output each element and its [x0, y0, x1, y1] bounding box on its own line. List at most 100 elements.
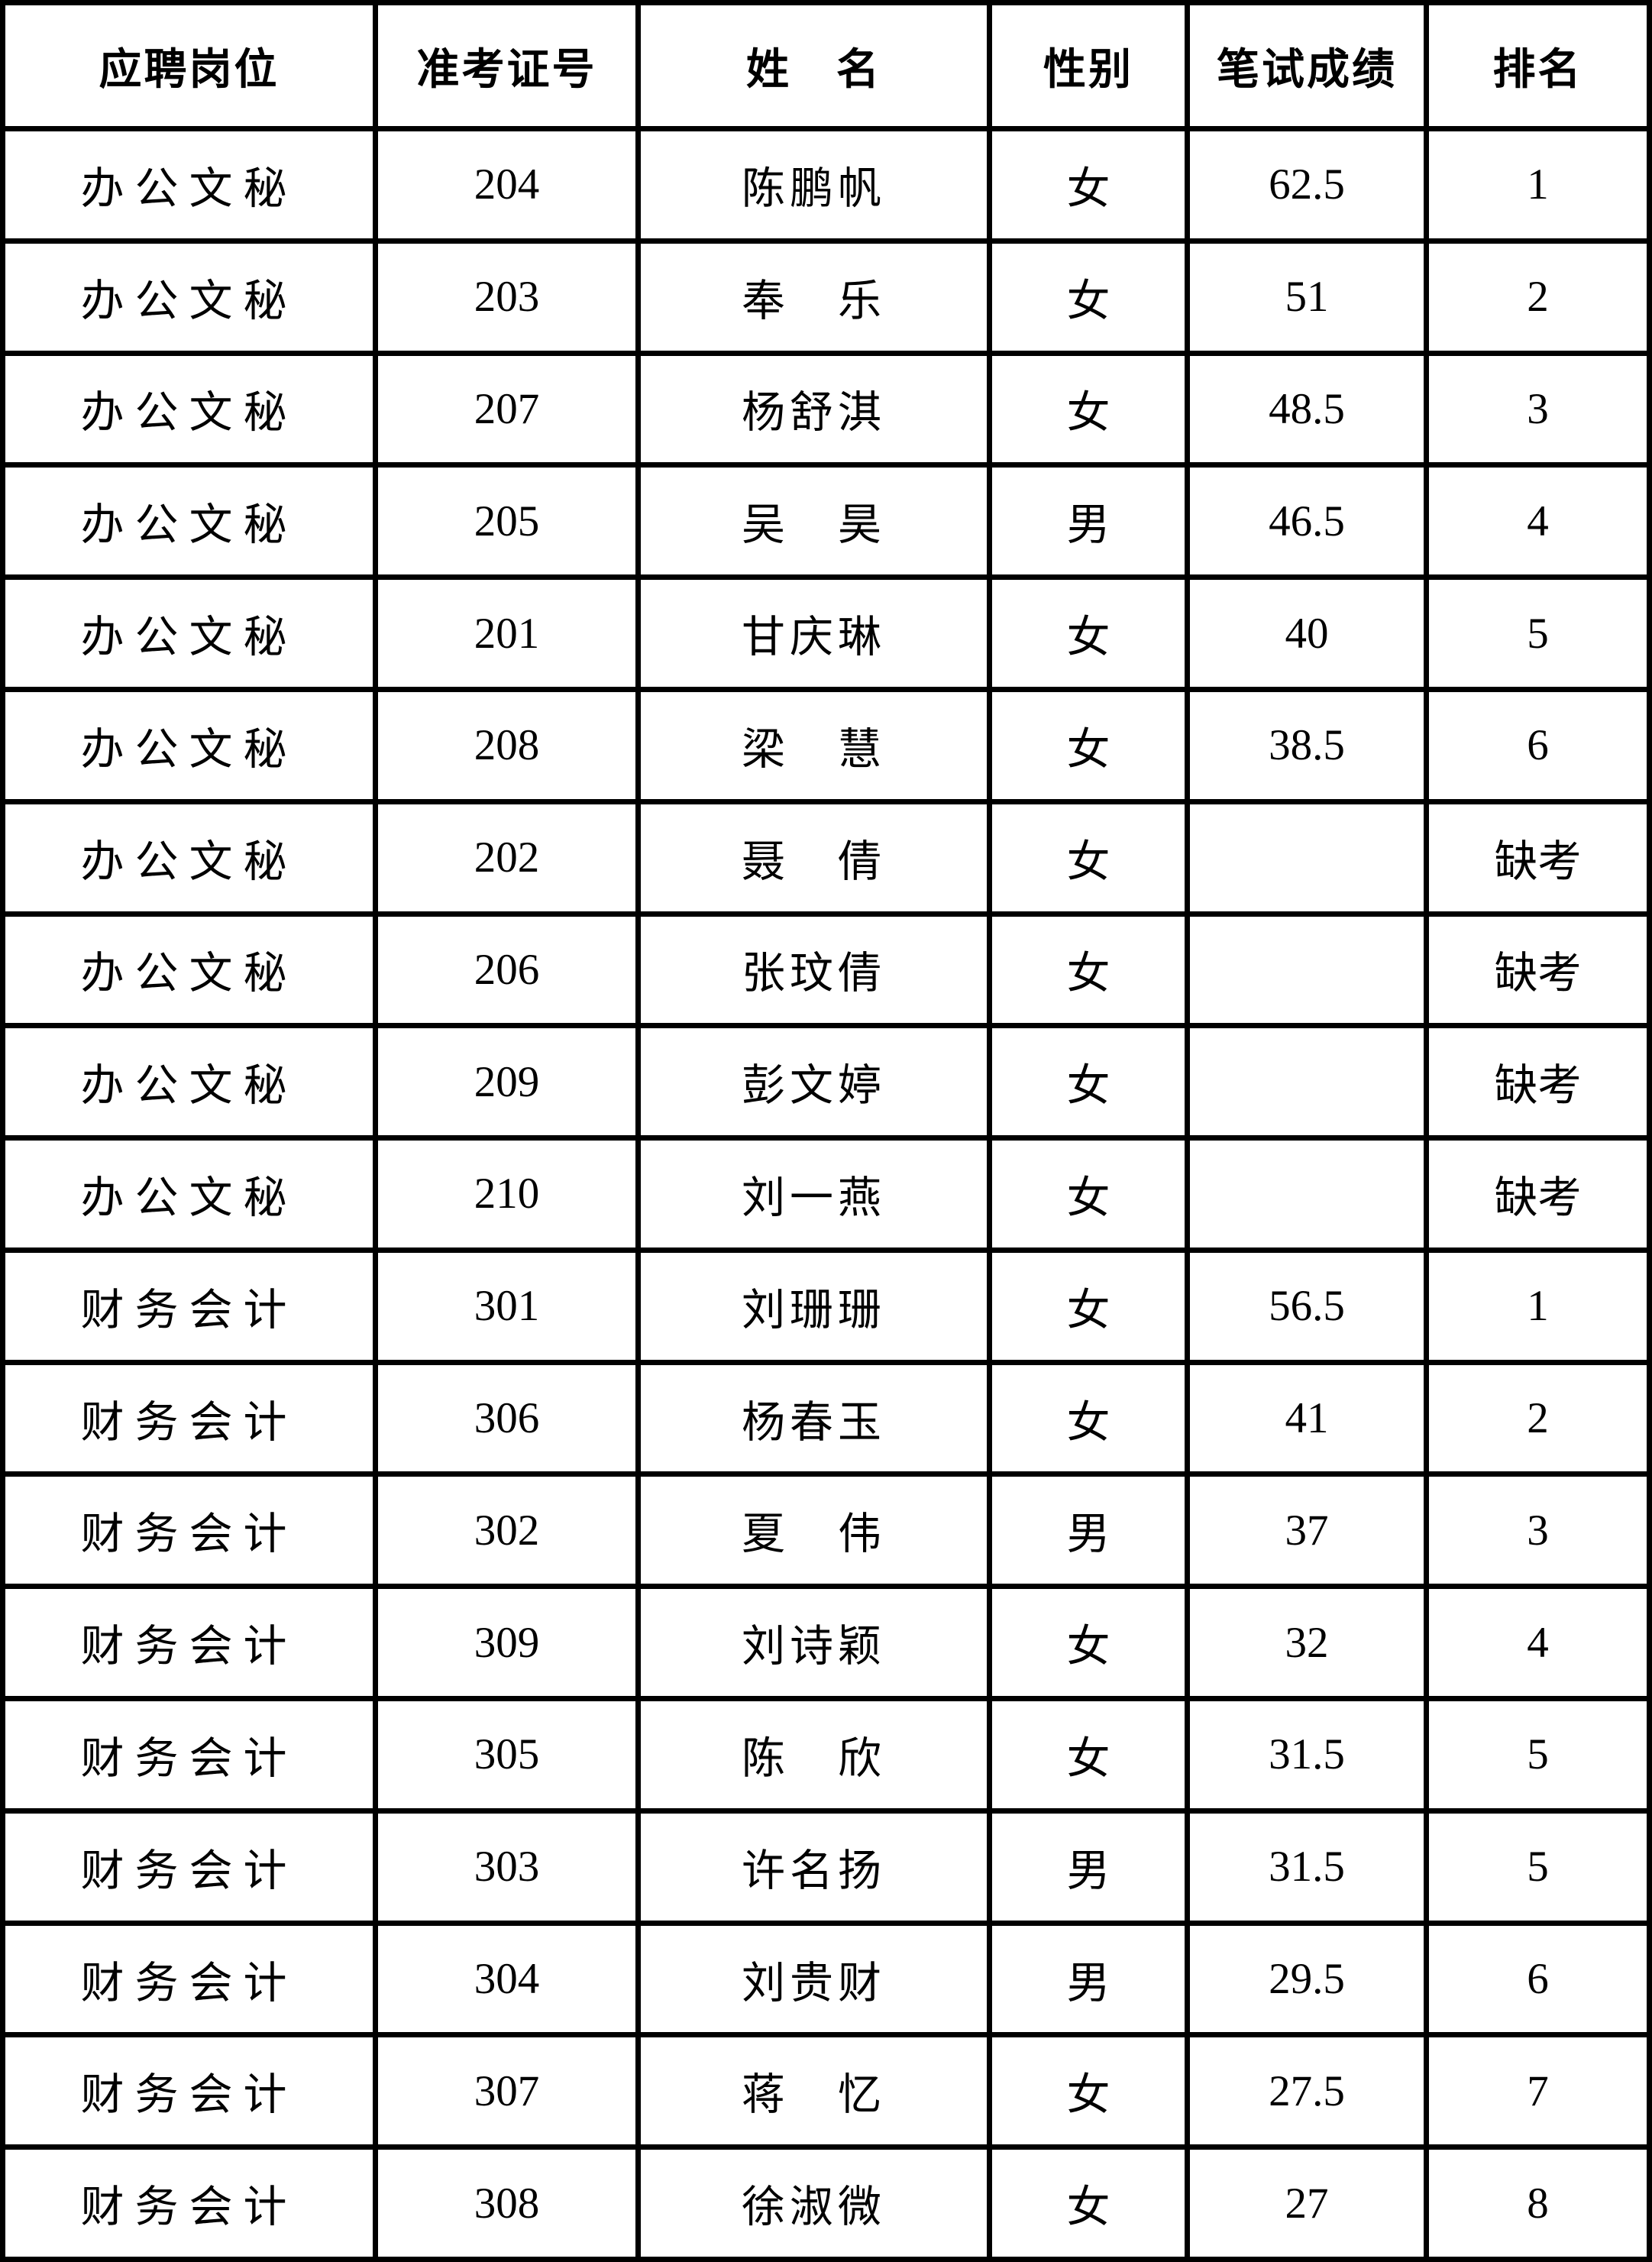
table-row: 办公文秘 203 奉 乐女 51 2 [5, 243, 1647, 351]
cell-rank: 4 [1429, 468, 1647, 575]
table-row: 办公文秘 205 吴 昊男 46.5 4 [5, 468, 1647, 575]
cell-position: 财务会计 [5, 1252, 373, 1360]
cell-ticket: 301 [378, 1252, 635, 1360]
cell-gender: 女 [992, 804, 1185, 911]
cell-ticket: 204 [378, 131, 635, 238]
table-row: 财务会计 308 徐淑微女 27 8 [5, 2150, 1647, 2257]
cell-ticket: 209 [378, 1028, 635, 1136]
table-row: 办公文秘 202 聂 倩女 缺考 [5, 804, 1647, 911]
cell-ticket: 302 [378, 1477, 635, 1584]
table-row: 财务会计 302 夏 伟男 37 3 [5, 1477, 1647, 1584]
cell-position: 办公文秘 [5, 243, 373, 351]
cell-rank: 6 [1429, 691, 1647, 799]
table-row: 财务会计 303 许名扬男 31.5 5 [5, 1813, 1647, 1921]
cell-ticket: 304 [378, 1925, 635, 2033]
cell-rank: 5 [1429, 580, 1647, 687]
cell-ticket: 306 [378, 1364, 635, 1472]
cell-rank: 缺考 [1429, 1028, 1647, 1136]
cell-gender: 女 [992, 131, 1185, 238]
cell-position: 财务会计 [5, 2037, 373, 2145]
cell-gender: 女 [992, 1701, 1185, 1808]
cell-ticket: 205 [378, 468, 635, 575]
table-row: 办公文秘 210 刘一燕女 缺考 [5, 1141, 1647, 1247]
table-header-row: 应聘岗位 准考证号 姓 名 性别 笔试成绩 排名 [5, 5, 1647, 126]
cell-name: 刘贵财 [641, 1925, 987, 2033]
cell-name: 许名扬 [641, 1813, 987, 1921]
cell-name: 甘庆琳 [641, 580, 987, 687]
table-row: 财务会计 309 刘诗颖女 32 4 [5, 1589, 1647, 1697]
table-row: 财务会计 301 刘珊珊女 56.5 1 [5, 1252, 1647, 1360]
cell-gender: 男 [992, 1477, 1185, 1584]
cell-position: 办公文秘 [5, 691, 373, 799]
table-row: 办公文秘 209 彭文婷女 缺考 [5, 1028, 1647, 1136]
cell-score: 37 [1190, 1477, 1424, 1584]
cell-rank: 1 [1429, 1252, 1647, 1360]
cell-name: 奉 乐 [641, 243, 987, 351]
cell-score: 31.5 [1190, 1813, 1424, 1921]
cell-ticket: 309 [378, 1589, 635, 1697]
cell-rank: 6 [1429, 1925, 1647, 2033]
cell-score: 38.5 [1190, 691, 1424, 799]
cell-ticket: 307 [378, 2037, 635, 2145]
cell-name: 陈 欣 [641, 1701, 987, 1808]
cell-rank: 3 [1429, 355, 1647, 463]
cell-gender: 女 [992, 1252, 1185, 1360]
cell-gender: 女 [992, 1028, 1185, 1136]
column-header-gender: 性别 [992, 5, 1185, 126]
cell-rank: 7 [1429, 2037, 1647, 2145]
column-header-rank: 排名 [1429, 5, 1647, 126]
cell-rank: 8 [1429, 2150, 1647, 2257]
cell-gender: 女 [992, 1364, 1185, 1472]
column-header-name: 姓 名 [641, 5, 987, 126]
cell-name: 梁 慧 [641, 691, 987, 799]
cell-ticket: 201 [378, 580, 635, 687]
cell-gender: 男 [992, 1925, 1185, 2033]
cell-position: 办公文秘 [5, 580, 373, 687]
cell-rank: 4 [1429, 1589, 1647, 1697]
table-row: 办公文秘 204 陈鹏帆女 62.5 1 [5, 131, 1647, 238]
cell-score: 46.5 [1190, 468, 1424, 575]
cell-score: 32 [1190, 1589, 1424, 1697]
cell-score [1190, 804, 1424, 911]
cell-score: 40 [1190, 580, 1424, 687]
cell-name: 刘一燕 [641, 1141, 987, 1247]
cell-score: 48.5 [1190, 355, 1424, 463]
cell-score [1190, 1141, 1424, 1247]
table-row: 办公文秘 206 张玟倩女 缺考 [5, 916, 1647, 1024]
table-row: 办公文秘 208 梁 慧女 38.5 6 [5, 691, 1647, 799]
cell-gender: 女 [992, 691, 1185, 799]
cell-position: 财务会计 [5, 1701, 373, 1808]
cell-score: 31.5 [1190, 1701, 1424, 1808]
column-header-score: 笔试成绩 [1190, 5, 1424, 126]
cell-score [1190, 916, 1424, 1024]
cell-ticket: 210 [378, 1141, 635, 1247]
cell-position: 财务会计 [5, 1477, 373, 1584]
cell-ticket: 203 [378, 243, 635, 351]
table-row: 办公文秘 207 杨舒淇女 48.5 3 [5, 355, 1647, 463]
cell-name: 张玟倩 [641, 916, 987, 1024]
cell-position: 财务会计 [5, 1364, 373, 1472]
cell-name: 聂 倩 [641, 804, 987, 911]
cell-score: 62.5 [1190, 131, 1424, 238]
cell-position: 办公文秘 [5, 804, 373, 911]
table-row: 财务会计 304 刘贵财男 29.5 6 [5, 1925, 1647, 2033]
cell-gender: 男 [992, 1813, 1185, 1921]
cell-gender: 女 [992, 243, 1185, 351]
cell-position: 财务会计 [5, 2150, 373, 2257]
column-header-ticket: 准考证号 [378, 5, 635, 126]
cell-name: 徐淑微 [641, 2150, 987, 2257]
cell-ticket: 206 [378, 916, 635, 1024]
cell-gender: 女 [992, 2150, 1185, 2257]
cell-gender: 男 [992, 468, 1185, 575]
cell-gender: 女 [992, 1589, 1185, 1697]
cell-rank: 缺考 [1429, 804, 1647, 911]
cell-score: 41 [1190, 1364, 1424, 1472]
table-row: 办公文秘 201 甘庆琳女 40 5 [5, 580, 1647, 687]
cell-position: 财务会计 [5, 1925, 373, 2033]
table-row: 财务会计 307 蒋 忆女 27.5 7 [5, 2037, 1647, 2145]
cell-score: 29.5 [1190, 1925, 1424, 2033]
cell-rank: 5 [1429, 1701, 1647, 1808]
cell-gender: 女 [992, 355, 1185, 463]
cell-position: 办公文秘 [5, 355, 373, 463]
